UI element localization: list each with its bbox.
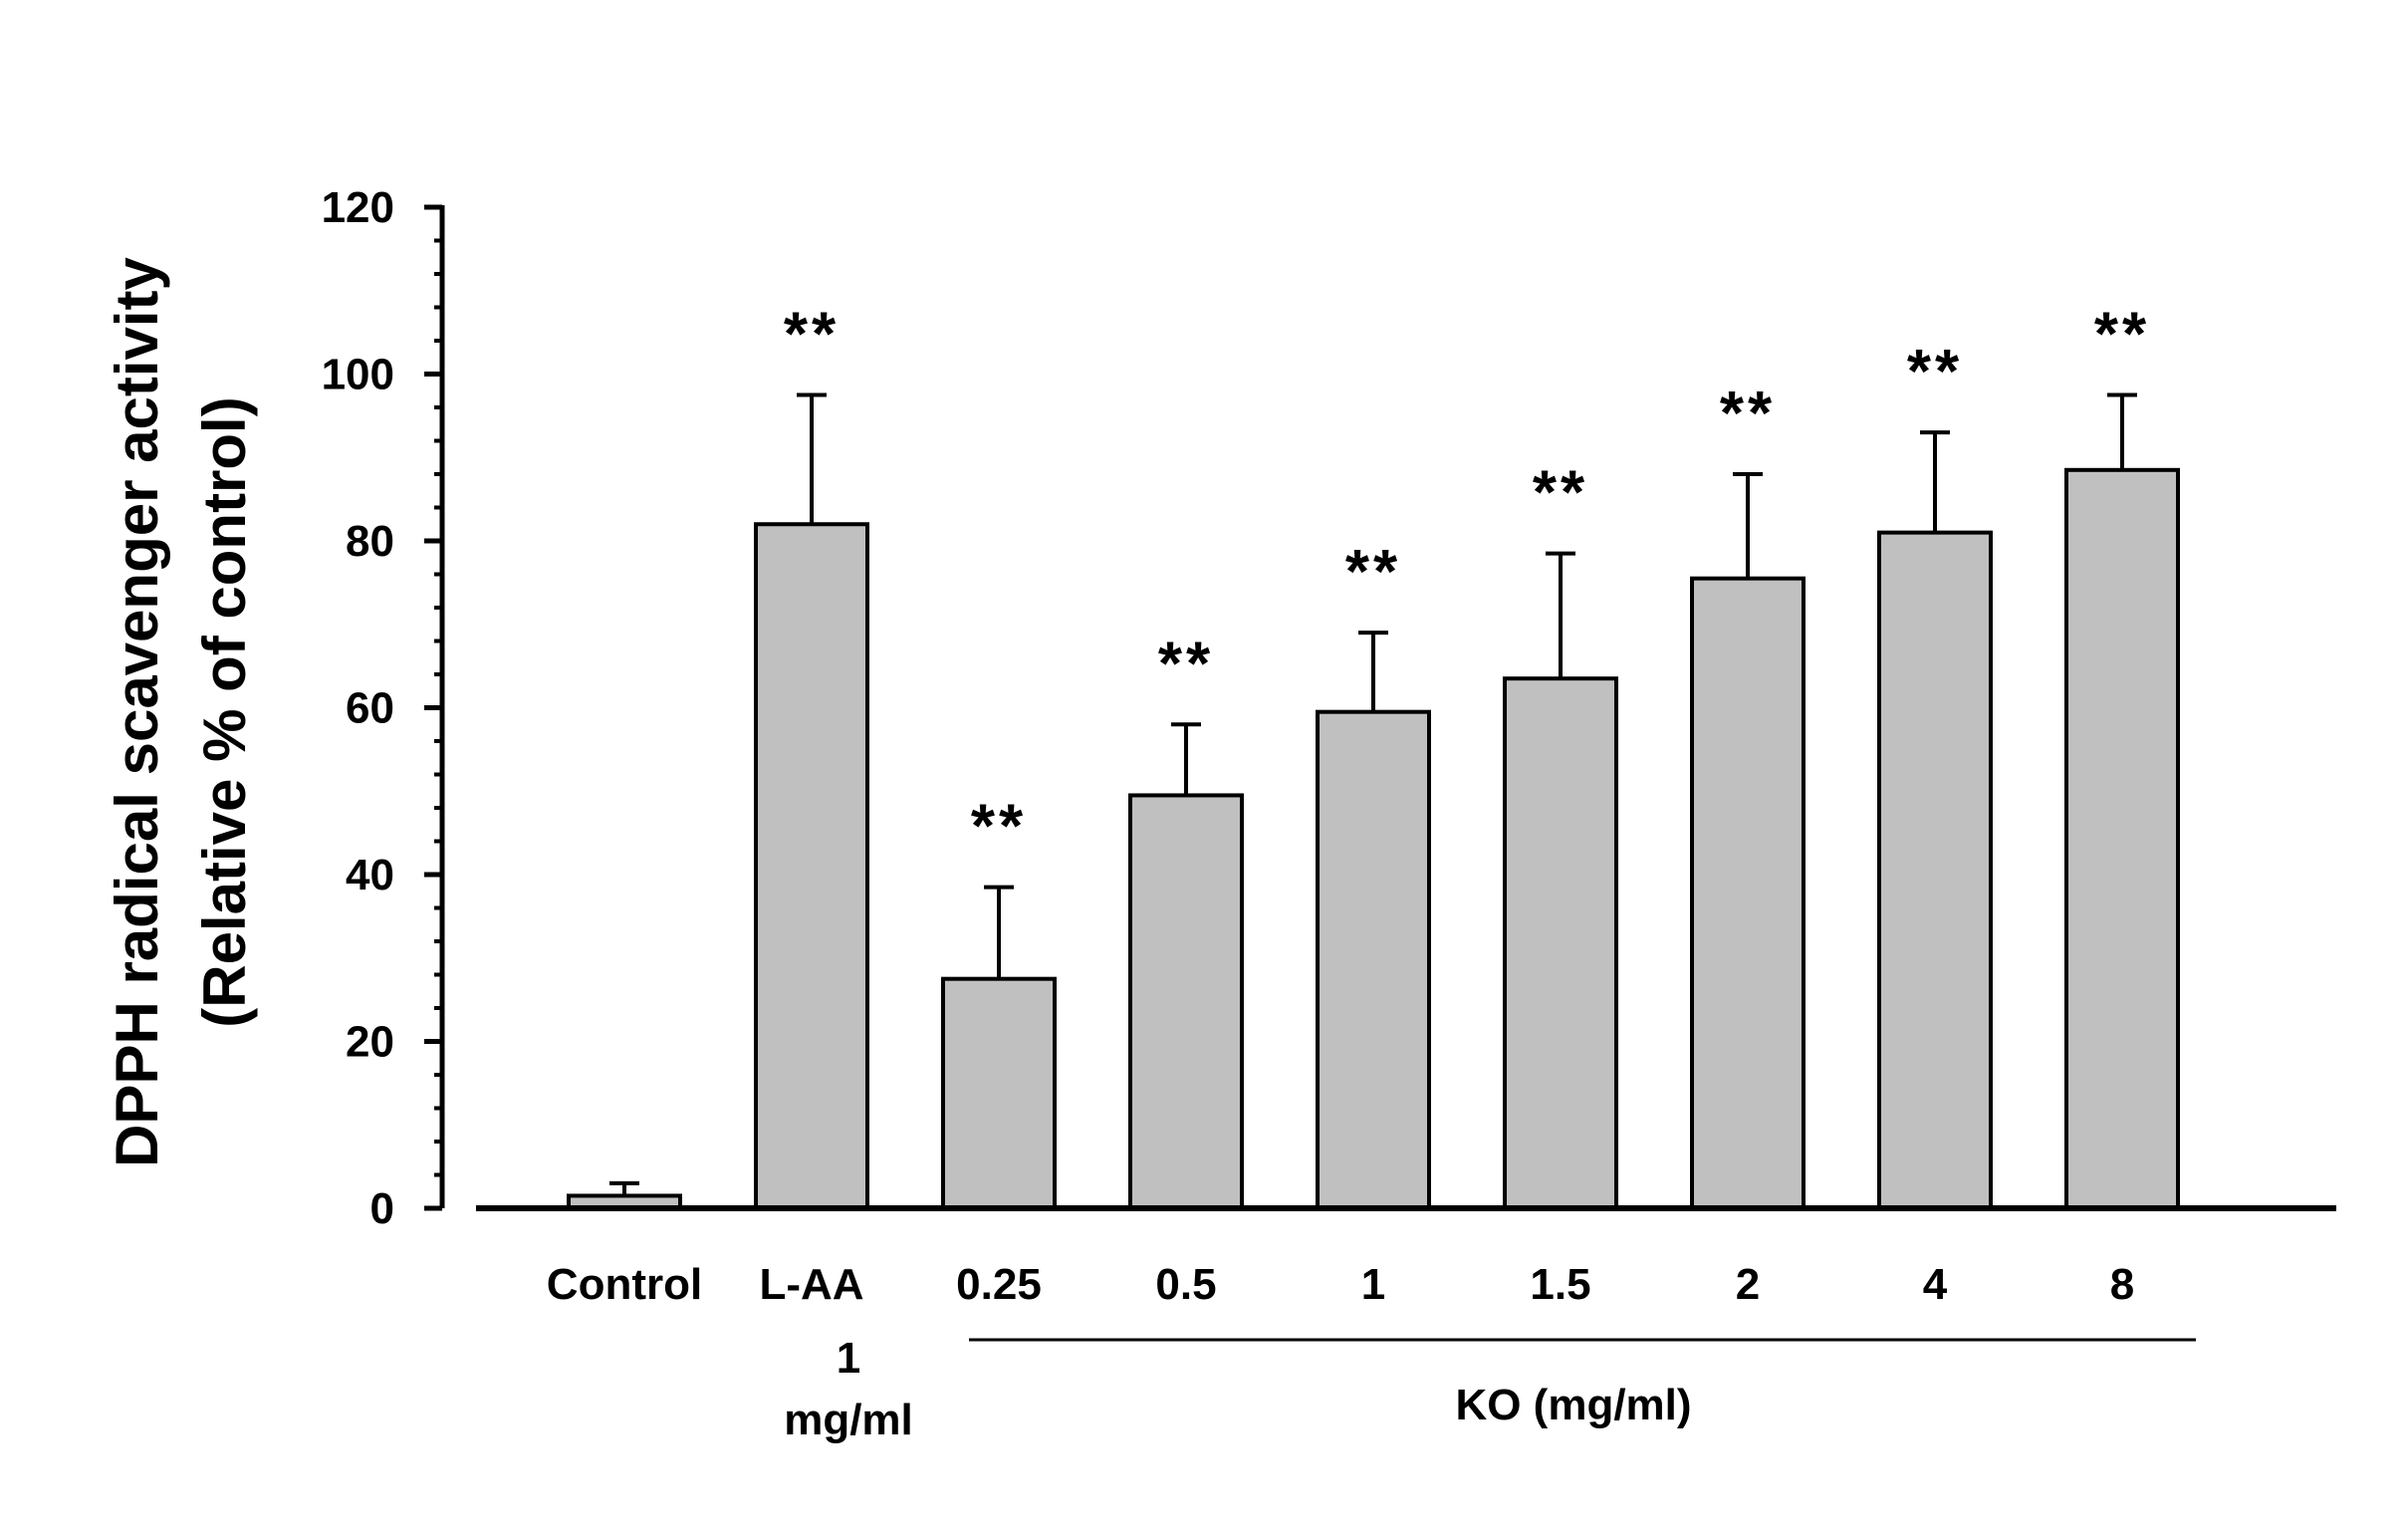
category-labels: Control L-AA 0.25 0.5 1 1.5 2 4 8: [547, 1260, 2134, 1309]
x-category-label: 0.5: [1155, 1260, 1216, 1309]
y-tick-label: 20: [346, 1018, 394, 1067]
y-tick-label: 120: [322, 183, 394, 232]
x-category-label: 1: [1361, 1260, 1385, 1309]
significance-marker: **: [784, 300, 840, 369]
significance-marker: **: [1720, 380, 1776, 448]
significance-marker: **: [1533, 459, 1588, 528]
bar-0-25: [941, 976, 1057, 1210]
y-axis-ticks: 0 20 40 60 80 100 120: [322, 183, 442, 1233]
y-tick-label: 40: [346, 851, 394, 899]
x-category-label: 4: [1923, 1260, 1948, 1309]
x-category-label: Control: [547, 1260, 702, 1309]
x-category-label: L-AA: [759, 1260, 863, 1309]
x-category-label: 0.25: [956, 1260, 1042, 1309]
bar-l-aa: [754, 522, 869, 1210]
significance-marker: **: [1158, 630, 1214, 698]
laa-concentration-value: 1: [837, 1334, 860, 1383]
ko-group-label: KO (mg/ml): [1455, 1381, 1691, 1429]
y-tick-label: 0: [370, 1184, 394, 1233]
bar-2: [1690, 576, 1806, 1210]
y-tick-label: 100: [322, 351, 394, 399]
bar-1: [1316, 709, 1431, 1210]
bar-0-5: [1128, 793, 1244, 1210]
significance-marker: **: [971, 793, 1027, 862]
x-category-label: 8: [2110, 1260, 2134, 1309]
significance-marker: **: [2094, 300, 2150, 369]
significance-marker: **: [1907, 338, 1963, 406]
bar-4: [1877, 530, 1993, 1210]
x-category-label: 1.5: [1530, 1260, 1590, 1309]
y-axis-title: DPPH radical scavenger activity (Relativ…: [104, 256, 258, 1166]
axes: [439, 205, 2336, 1211]
y-tick-label: 80: [346, 517, 394, 566]
bar-8: [2064, 467, 2180, 1210]
laa-concentration-unit: mg/ml: [784, 1396, 913, 1444]
bar-1-5: [1503, 676, 1618, 1210]
y-axis-title-line2: (Relative % of control): [191, 396, 258, 1027]
significance-marker: **: [1345, 538, 1401, 607]
y-axis-title-line1: DPPH radical scavenger activity: [104, 256, 170, 1166]
y-tick-label: 60: [346, 684, 394, 733]
x-category-label: 2: [1736, 1260, 1760, 1309]
bars: ** ** ** ** ** ** ** **: [567, 300, 2180, 1210]
